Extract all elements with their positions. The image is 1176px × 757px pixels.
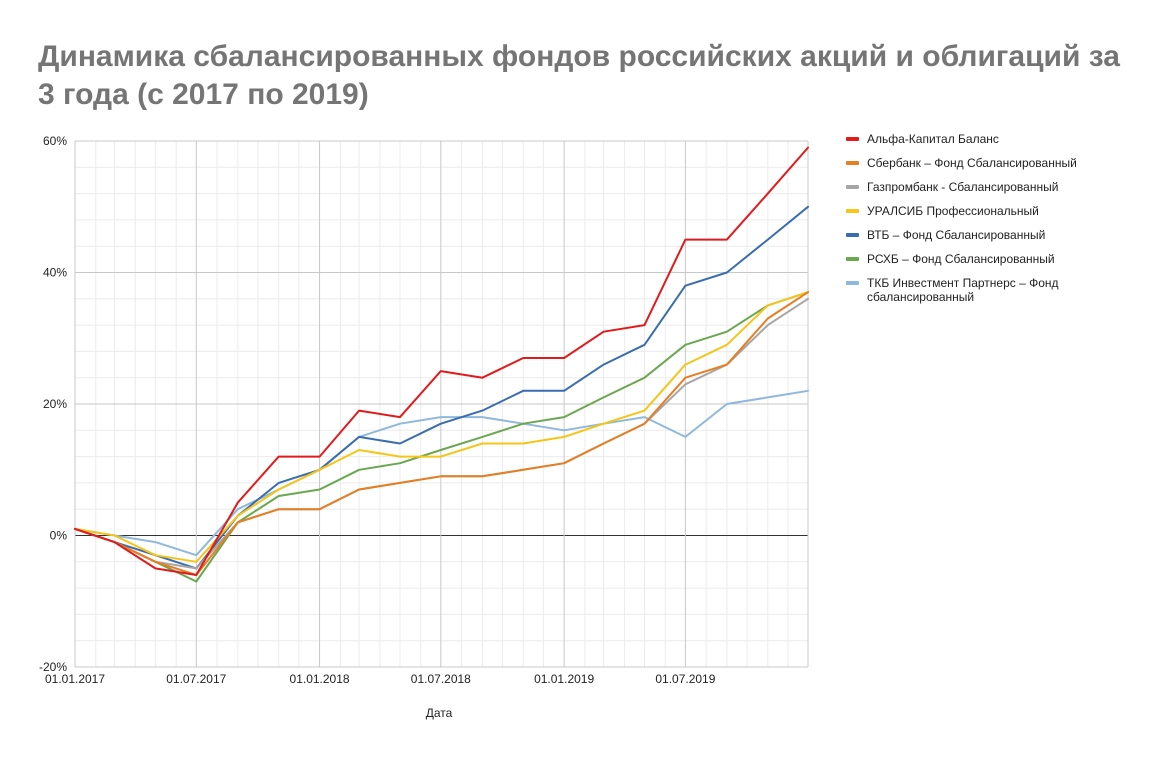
series-line-4 <box>74 291 809 563</box>
legend-item: Газпромбанк - Сбалансированный <box>846 180 1146 194</box>
legend-swatch <box>846 161 859 165</box>
x-tick-label: 01.01.2017 <box>45 672 105 686</box>
legend-label: Сбербанк – Фонд Сбалансированный <box>867 156 1077 170</box>
y-axis-tick-labels: 60% 40% 20% 0% -20% <box>39 134 67 674</box>
legend-swatch <box>846 233 859 237</box>
series-line-5 <box>74 205 809 570</box>
legend-label: РСХБ – Фонд Сбалансированный <box>867 252 1055 266</box>
x-axis-title: Дата <box>426 706 453 720</box>
legend-swatch <box>846 257 859 261</box>
series-lines <box>74 146 809 583</box>
x-tick-label: 01.01.2018 <box>290 672 350 686</box>
x-axis-tick-labels: 01.01.2017 01.07.2017 01.01.2018 01.07.2018… <box>45 672 716 686</box>
y-tick-label: -20% <box>39 660 67 674</box>
legend-label: ВТБ – Фонд Сбалансированный <box>867 228 1046 242</box>
legend-item: РСХБ – Фонд Сбалансированный <box>846 252 1146 266</box>
series-line-2 <box>74 291 809 576</box>
x-tick-label: 01.01.2019 <box>534 672 594 686</box>
legend-label: ТКБ Инвестмент Партнерс – Фонд сбалансир… <box>867 276 1059 304</box>
legend-item: Сбербанк – Фонд Сбалансированный <box>846 156 1146 170</box>
x-tick-label: 01.07.2018 <box>411 672 471 686</box>
x-tick-label: 01.07.2017 <box>166 672 226 686</box>
legend-swatch <box>846 209 859 213</box>
legend-label: УРАЛСИБ Профессиональный <box>867 204 1039 218</box>
y-tick-label: 0% <box>50 529 68 543</box>
series-line-7 <box>74 389 809 557</box>
chart-title: Динамика сбалансированных фондов российс… <box>38 40 1120 111</box>
major-gridlines <box>74 140 809 668</box>
legend-swatch <box>846 137 859 141</box>
legend-swatch <box>846 281 859 285</box>
x-tick-label: 01.07.2019 <box>655 672 715 686</box>
y-tick-label: 40% <box>43 266 67 280</box>
legend-item: УРАЛСИБ Профессиональный <box>846 204 1146 218</box>
legend-item: ВТБ – Фонд Сбалансированный <box>846 228 1146 242</box>
y-tick-label: 60% <box>43 134 67 148</box>
legend-label: Альфа-Капитал Баланс <box>867 132 999 146</box>
series-line-1 <box>74 146 809 576</box>
series-line-6 <box>74 291 809 583</box>
legend-label: Газпромбанк - Сбалансированный <box>867 180 1059 194</box>
y-tick-label: 20% <box>43 397 67 411</box>
series-line-3 <box>74 297 809 570</box>
legend-swatch <box>846 185 859 189</box>
legend-item: ТКБ Инвестмент Партнерс – Фонд сбалансир… <box>846 276 1146 304</box>
legend-item: Альфа-Капитал Баланс <box>846 132 1146 146</box>
chart-legend: Альфа-Капитал Баланс Сбербанк – Фонд Сбал… <box>846 132 1146 314</box>
